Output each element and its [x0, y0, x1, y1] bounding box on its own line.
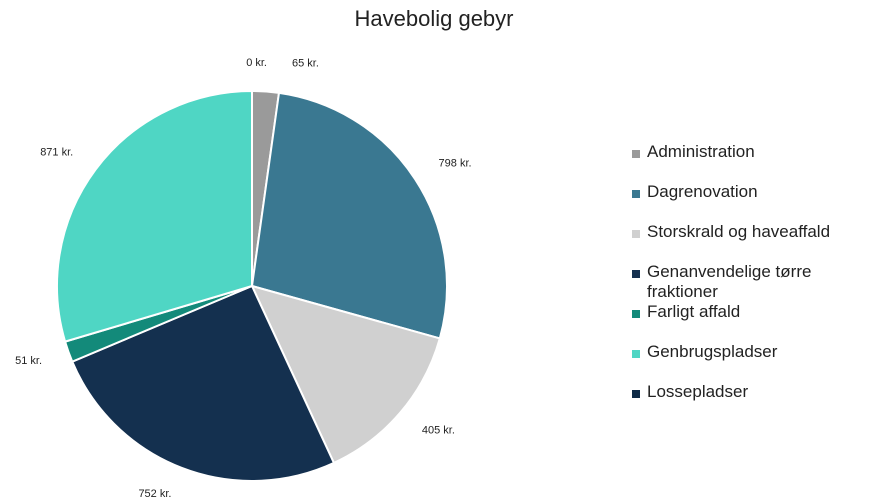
- legend-swatch: [632, 150, 640, 158]
- data-label: 871 kr.: [40, 147, 73, 159]
- legend-swatch: [632, 230, 640, 238]
- legend-item: Genbrugspladser: [632, 342, 862, 382]
- pie-slice: [56, 89, 253, 343]
- pie-slice: [250, 284, 442, 465]
- legend-item: Farligt affald: [632, 302, 862, 342]
- legend: Administration Dagrenovation Storskrald og…: [632, 142, 862, 422]
- data-label: 798 kr.: [439, 158, 472, 170]
- legend-label: Dagrenovation: [647, 182, 758, 201]
- legend-swatch: [632, 350, 640, 358]
- legend-label: Genbrugspladser: [647, 342, 778, 361]
- legend-item: Genanvendelige tørre fraktioner: [632, 262, 862, 302]
- legend-item: Storskrald og haveaffald: [632, 222, 862, 262]
- legend-item: Administration: [632, 142, 862, 182]
- legend-label: Storskrald og haveaffald: [647, 222, 831, 241]
- legend-swatch: [632, 310, 640, 318]
- data-label: 752 kr.: [138, 488, 171, 500]
- legend-swatch: [632, 190, 640, 198]
- legend-label: Lossepladser: [647, 382, 749, 401]
- chart-title: Havebolig gebyr: [355, 6, 514, 31]
- legend-item: Lossepladser: [632, 382, 862, 422]
- legend-swatch: [632, 390, 640, 398]
- legend-label: Administration: [647, 142, 755, 161]
- legend-label: Farligt affald: [647, 302, 741, 321]
- data-label: 65 kr.: [292, 57, 319, 69]
- legend-label: Genanvendelige tørre fraktioner: [647, 262, 812, 301]
- data-label: 405 kr.: [422, 424, 455, 436]
- legend-swatch: [632, 270, 640, 278]
- data-label: 0 kr.: [246, 57, 267, 69]
- pie-slice: [250, 91, 448, 340]
- legend-item: Dagrenovation: [632, 182, 862, 222]
- data-label: 51 kr.: [15, 355, 42, 367]
